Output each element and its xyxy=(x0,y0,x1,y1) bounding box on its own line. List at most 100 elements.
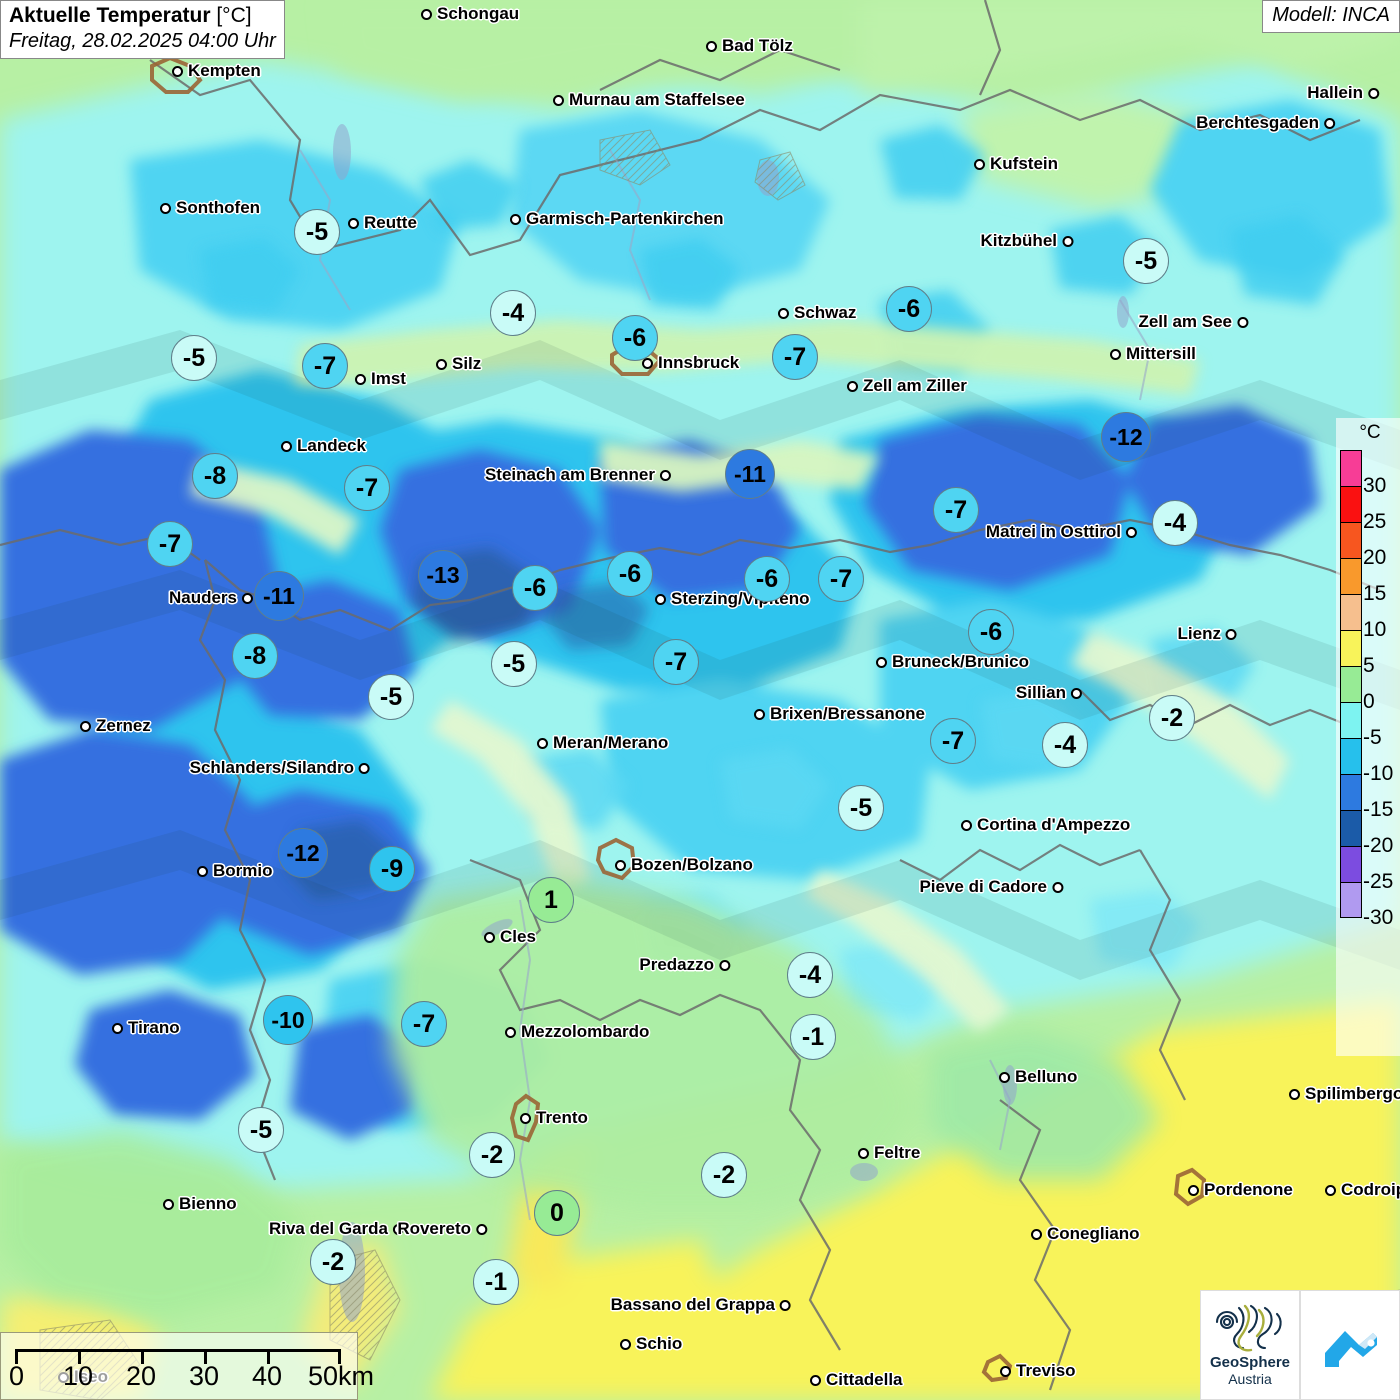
temperature-marker[interactable]: -10 xyxy=(263,995,313,1045)
city-marker: Mezzolombardo xyxy=(505,1022,649,1042)
temperature-marker[interactable]: -7 xyxy=(653,639,699,685)
temperature-marker[interactable]: -7 xyxy=(933,487,979,533)
temperature-marker[interactable]: -2 xyxy=(1149,695,1195,741)
temperature-marker[interactable]: -7 xyxy=(302,343,348,389)
city-label: Schwaz xyxy=(794,303,857,322)
city-dot-icon xyxy=(660,469,671,481)
temperature-marker[interactable]: -11 xyxy=(725,449,775,499)
city-label: Predazzo xyxy=(639,955,714,974)
scale-bar: 0 10 20 30 40 50km xyxy=(0,1332,374,1400)
temperature-marker[interactable]: -6 xyxy=(744,556,790,602)
city-label: Berchtesgaden xyxy=(1196,113,1319,132)
temperature-marker[interactable]: -1 xyxy=(473,1259,519,1305)
temperature-marker[interactable]: -11 xyxy=(254,571,304,621)
city-dot-icon xyxy=(1062,235,1073,247)
temperature-marker[interactable]: -6 xyxy=(886,286,932,332)
temperature-marker[interactable]: 0 xyxy=(534,1190,580,1236)
city-dot-icon xyxy=(1071,687,1082,699)
city-dot-icon xyxy=(510,213,521,225)
temperature-marker[interactable]: -7 xyxy=(401,1001,447,1047)
temperature-marker[interactable]: -7 xyxy=(930,718,976,764)
temperature-marker[interactable]: -2 xyxy=(469,1132,515,1178)
temperature-marker[interactable]: -2 xyxy=(310,1239,356,1285)
temperature-marker[interactable]: -6 xyxy=(612,315,658,361)
city-marker: Trento xyxy=(520,1108,588,1128)
temperature-marker[interactable]: -8 xyxy=(232,633,278,679)
city-marker: Silz xyxy=(436,354,481,374)
city-label: Schio xyxy=(636,1334,683,1353)
temperature-value: -12 xyxy=(1109,423,1143,450)
temperature-marker[interactable]: -12 xyxy=(278,828,328,878)
city-label: Trento xyxy=(536,1108,588,1127)
city-dot-icon xyxy=(80,720,91,732)
city-marker: Cittadella xyxy=(810,1370,903,1390)
legend-tick-label: 5 xyxy=(1363,654,1375,677)
temperature-marker[interactable]: -1 xyxy=(790,1014,836,1060)
city-label: Landeck xyxy=(297,436,366,455)
temperature-marker[interactable]: -9 xyxy=(369,846,415,892)
city-label: Matrei in Osttirol xyxy=(985,522,1121,541)
city-marker: Codroipo xyxy=(1325,1180,1400,1200)
city-label: Feltre xyxy=(874,1143,921,1162)
legend-swatch xyxy=(1340,846,1362,882)
city-marker: Tirano xyxy=(112,1018,180,1038)
temperature-marker[interactable]: -7 xyxy=(147,521,193,567)
temperature-marker[interactable]: -2 xyxy=(701,1152,747,1198)
city-dot-icon xyxy=(520,1112,531,1124)
temperature-marker[interactable]: 1 xyxy=(528,877,574,923)
mountain-icon xyxy=(1325,1331,1377,1367)
temperature-marker[interactable]: -5 xyxy=(294,209,340,255)
legend-tick-label: -20 xyxy=(1363,834,1394,857)
city-marker: Murnau am Staffelsee xyxy=(553,90,745,110)
temperature-marker[interactable]: -8 xyxy=(192,453,238,499)
temperature-marker[interactable]: -6 xyxy=(968,609,1014,655)
city-label: Meran/Merano xyxy=(553,733,669,752)
city-marker: Treviso xyxy=(1000,1361,1076,1381)
temperature-marker[interactable]: -13 xyxy=(418,550,468,600)
city-marker: Bormio xyxy=(197,861,273,881)
temperature-marker[interactable]: -5 xyxy=(491,641,537,687)
temperature-marker[interactable]: -4 xyxy=(787,952,833,998)
temperature-marker[interactable]: -5 xyxy=(368,674,414,720)
temperature-marker[interactable]: -4 xyxy=(490,290,536,336)
legend-swatch xyxy=(1340,738,1362,774)
city-dot-icon xyxy=(620,1338,631,1350)
city-marker: Kempten xyxy=(172,61,261,81)
city-label: Bienno xyxy=(179,1194,237,1213)
temperature-marker[interactable]: -5 xyxy=(171,335,217,381)
temperature-marker[interactable]: -7 xyxy=(344,465,390,511)
temperature-value: -5 xyxy=(849,793,873,822)
temperature-marker[interactable]: -5 xyxy=(1123,238,1169,284)
temperature-marker[interactable]: -6 xyxy=(607,551,653,597)
city-dot-icon xyxy=(1110,348,1121,360)
city-marker: Schio xyxy=(620,1334,682,1354)
legend-tick-labels: 30 25 20 15 10 5 0 -5 -10 -15 -20 -25 -30 xyxy=(1363,450,1394,929)
temperature-marker[interactable]: -5 xyxy=(838,785,884,831)
city-marker: Conegliano xyxy=(1031,1224,1140,1244)
city-label: Steinach am Brenner xyxy=(484,465,655,484)
page-title: Aktuelle Temperatur xyxy=(9,4,211,27)
temperature-marker[interactable]: -4 xyxy=(1152,500,1198,546)
temperature-marker[interactable]: -6 xyxy=(512,565,558,611)
temperature-value: -6 xyxy=(618,559,642,588)
temperature-marker[interactable]: -12 xyxy=(1101,412,1151,462)
city-marker: Zernez xyxy=(80,716,151,736)
temperature-marker[interactable]: -7 xyxy=(772,334,818,380)
city-marker: Garmisch-Partenkirchen xyxy=(510,209,723,229)
city-dot-icon xyxy=(421,8,432,20)
city-dot-icon xyxy=(537,737,548,749)
temperature-marker[interactable]: -5 xyxy=(238,1107,284,1153)
city-dot-icon xyxy=(1031,1228,1042,1240)
temperature-marker[interactable]: -4 xyxy=(1042,722,1088,768)
legend-swatch xyxy=(1340,558,1362,594)
temperature-value: -5 xyxy=(502,649,526,678)
model-label-box: Modell: INCA xyxy=(1262,0,1400,33)
city-marker: Sonthofen xyxy=(160,198,260,218)
city-dot-icon xyxy=(961,819,972,831)
city-marker: Zell am Ziller xyxy=(847,376,967,396)
legend-tick-label: -5 xyxy=(1363,726,1382,749)
temperature-marker[interactable]: -7 xyxy=(818,556,864,602)
